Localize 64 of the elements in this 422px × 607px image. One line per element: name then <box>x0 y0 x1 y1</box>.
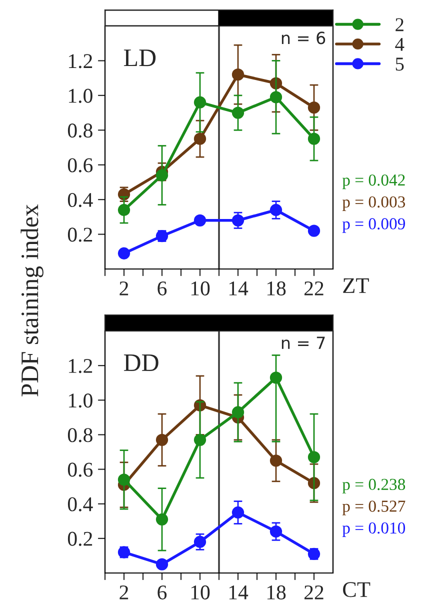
x-tick-label: 6 <box>158 585 167 600</box>
point <box>308 224 320 237</box>
annotation: n = 6 <box>282 32 326 44</box>
y-tick-label: 0.4 <box>68 497 93 512</box>
x-axis-title: CT <box>343 582 370 598</box>
point <box>308 132 320 145</box>
annotation: LD <box>124 50 156 66</box>
x-tick-label: 18 <box>267 585 286 600</box>
point <box>156 434 168 446</box>
point <box>308 451 320 464</box>
x-tick-label: 22 <box>304 281 324 296</box>
point <box>194 96 206 108</box>
annotation: n = 7 <box>282 336 325 349</box>
x-axis-title: ZT <box>343 278 369 293</box>
point <box>194 132 206 145</box>
text: p = 0.009 <box>342 218 406 233</box>
x-tick-label: 10 <box>191 585 210 600</box>
legend-label: 4 <box>395 38 404 51</box>
annotation: DD <box>124 354 158 371</box>
x-tick-label: 18 <box>267 281 286 296</box>
y-tick-label: 0.8 <box>68 428 92 442</box>
point <box>270 454 282 467</box>
legend-label: 5 <box>396 58 404 71</box>
point <box>232 506 244 519</box>
y-tick-label: 0.2 <box>68 532 92 546</box>
y-tick-label: 0.2 <box>68 228 92 242</box>
y-tick-label: 0.8 <box>68 124 92 138</box>
point <box>232 68 244 81</box>
y-tick-label: 1.0 <box>68 394 92 408</box>
point <box>270 204 282 216</box>
x-tick-label: 14 <box>229 282 248 296</box>
y-tick-label: 1.2 <box>68 359 92 374</box>
text: p = 0.003 <box>342 196 406 211</box>
point <box>156 558 168 570</box>
point <box>118 474 130 486</box>
x-tick-label: 10 <box>191 281 210 296</box>
y-tick-label: 0.4 <box>68 192 93 208</box>
point <box>308 102 320 114</box>
text: p = 0.010 <box>342 522 406 537</box>
y-tick-label: 1.2 <box>68 54 92 68</box>
point <box>194 434 206 446</box>
y-tick-label: 0.6 <box>68 462 93 477</box>
point <box>156 169 168 182</box>
point <box>232 214 244 226</box>
x-tick-label: 22 <box>304 585 324 600</box>
legend-label: 2 <box>396 18 404 32</box>
y-axis-title: PDF staining index <box>20 204 44 396</box>
x-tick-label: 2 <box>120 281 128 296</box>
point <box>194 536 206 548</box>
point <box>270 91 282 104</box>
point <box>270 525 282 538</box>
point <box>270 372 282 384</box>
text: p = 0.042 <box>342 174 405 190</box>
text: p = 0.238 <box>342 478 406 494</box>
x-tick-label: 6 <box>158 281 167 296</box>
y-tick-label: 1.0 <box>68 88 92 103</box>
point <box>156 513 168 526</box>
y-tick-label: 0.6 <box>68 158 93 172</box>
point <box>118 247 130 260</box>
point <box>118 204 130 216</box>
x-tick-label: 2 <box>120 585 128 600</box>
point <box>232 406 244 418</box>
x-tick-label: 14 <box>229 586 248 600</box>
text: p = 0.527 <box>342 500 406 516</box>
